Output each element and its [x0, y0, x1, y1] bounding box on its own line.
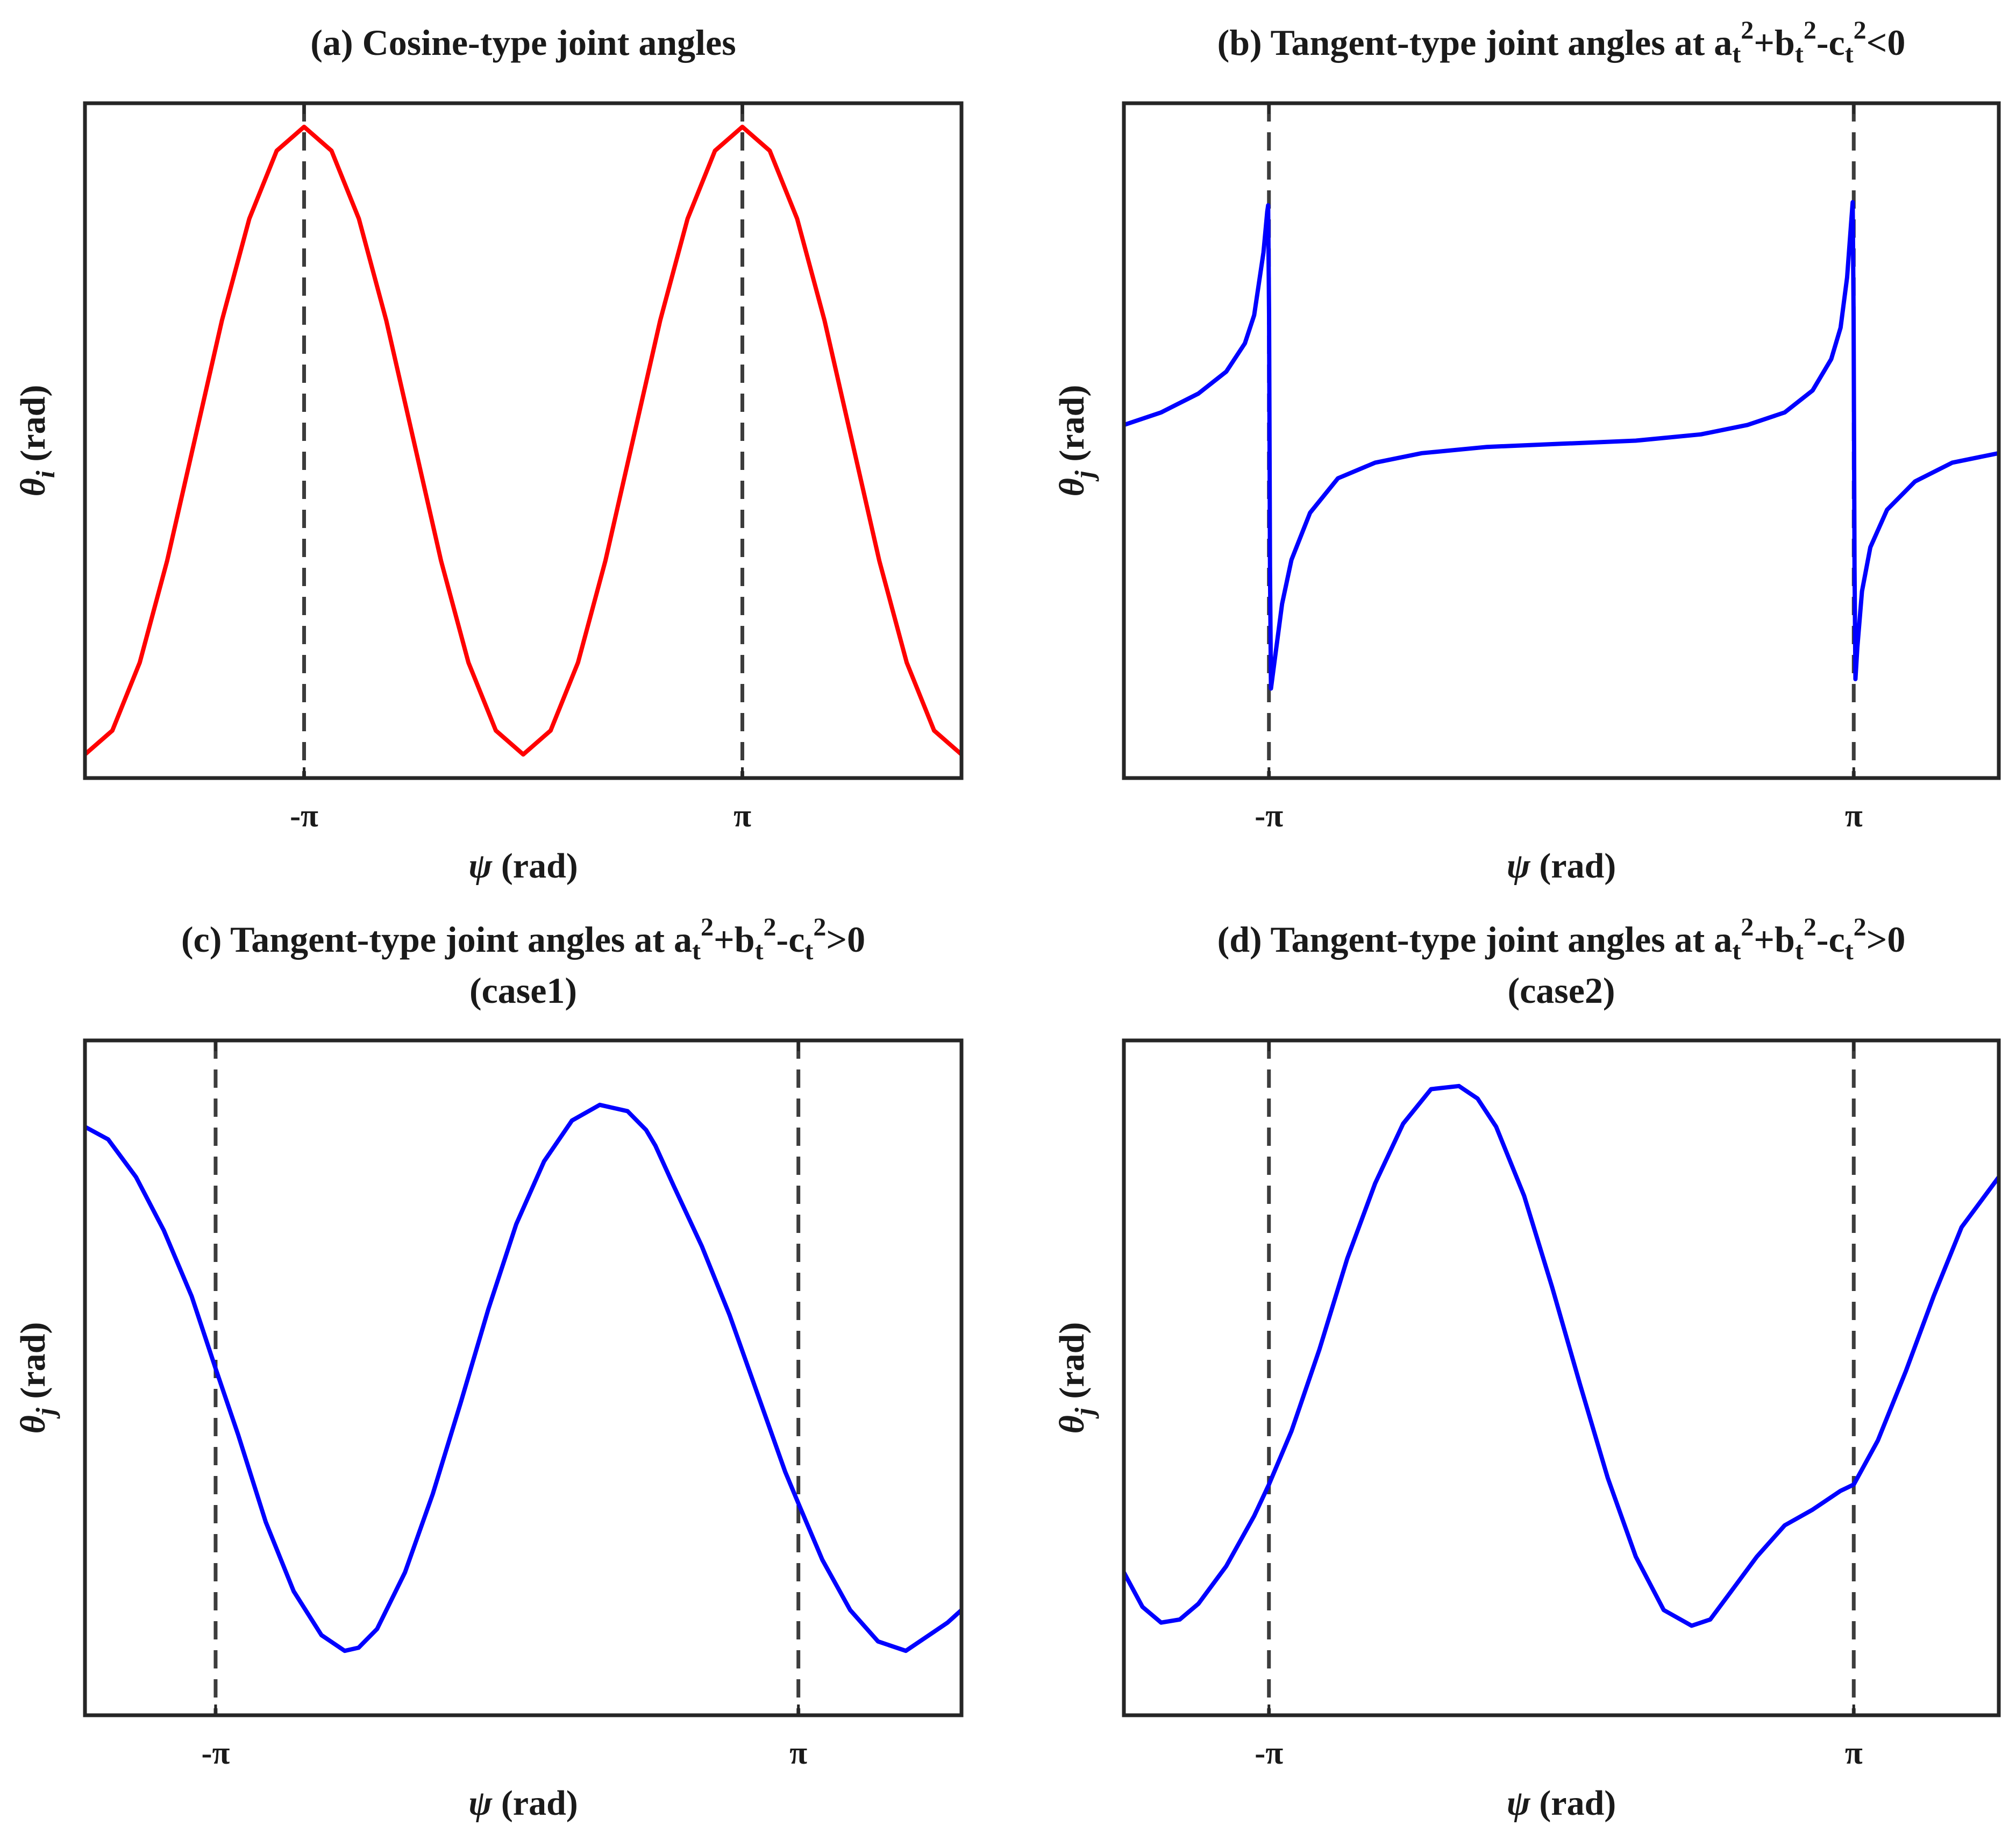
series-line-d	[1124, 1083, 1999, 1628]
x-axis-label: ψ (rad)	[1507, 1784, 1616, 1823]
title-subscript: t	[1795, 937, 1804, 965]
x-tick-label: π	[1845, 798, 1863, 833]
title-subscript: t	[755, 937, 764, 965]
plot-frame	[1122, 1038, 2001, 1717]
x-tick-label: -π	[1255, 798, 1283, 833]
title-text: +b	[1754, 22, 1795, 63]
series-line-a	[85, 124, 961, 757]
x-axis-symbol: ψ	[1507, 846, 1531, 886]
y-axis-unit: (rad)	[1052, 385, 1092, 470]
y-axis-symbol: θ	[13, 478, 53, 496]
title-superscript: 2	[1804, 16, 1816, 45]
title-superscript: 2	[1741, 16, 1754, 45]
y-axis-label: θj (rad)	[1052, 385, 1099, 497]
y-axis-label: θi (rad)	[13, 385, 60, 497]
x-axis-unit: (rad)	[1530, 1784, 1616, 1823]
title-subscript: t	[1845, 40, 1854, 68]
y-axis-symbol: θ	[13, 1415, 53, 1434]
x-tick-label: π	[733, 798, 751, 833]
chart-title: (a) Cosine-type joint angles	[310, 22, 736, 63]
title-text: -c	[1816, 919, 1845, 960]
y-axis-unit: (rad)	[13, 385, 53, 470]
panel-d: -π πψ (rad)θj (rad)(d) Tangent-type joint…	[1052, 913, 2001, 1823]
chart-title: (b) Tangent-type joint angles at at2+bt2…	[1217, 16, 1906, 68]
title-subscript: t	[804, 937, 813, 965]
panel-c: -π πψ (rad)θj (rad)(c) Tangent-type joint…	[13, 913, 964, 1823]
title-main: (c) Tangent-type joint angles at a	[181, 919, 692, 960]
x-tick-label: π	[1845, 1735, 1863, 1771]
series-line-c	[85, 1102, 961, 1653]
x-axis-label: ψ (rad)	[1507, 846, 1616, 886]
title-superscript: 2	[813, 913, 826, 942]
x-axis-label: ψ (rad)	[468, 846, 578, 886]
y-axis-label: θj (rad)	[1052, 1322, 1099, 1434]
title-text: +b	[1754, 919, 1795, 960]
chart-title-line2: (case2)	[1507, 970, 1615, 1011]
title-text: >0	[1867, 919, 1906, 960]
y-axis-subscript: i	[30, 470, 60, 478]
chart-title: (c) Tangent-type joint angles at at2+bt2…	[181, 913, 865, 965]
panel-a: -π πψ (rad)θi (rad)(a) Cosine-type joint …	[13, 22, 964, 886]
title-main: (b) Tangent-type joint angles at a	[1217, 22, 1733, 63]
title-superscript: 2	[1804, 913, 1816, 942]
x-tick-label: -π	[202, 1735, 230, 1771]
x-tick-label: π	[789, 1735, 807, 1771]
title-text: >0	[826, 919, 865, 960]
x-axis-symbol: ψ	[1507, 1784, 1531, 1823]
title-subscript: t	[1732, 937, 1741, 965]
title-subscript: t	[1732, 40, 1741, 68]
title-superscript: 2	[1854, 16, 1867, 45]
chart-title-line2: (case1)	[469, 970, 577, 1011]
plot-frame	[1122, 101, 2001, 780]
title-subscript: t	[692, 937, 701, 965]
panel-b: -π πψ (rad)θj (rad)(b) Tangent-type joint…	[1052, 16, 2001, 886]
title-superscript: 2	[701, 913, 714, 942]
title-main: (a) Cosine-type joint angles	[310, 22, 736, 63]
chart-title: (d) Tangent-type joint angles at at2+bt2…	[1217, 913, 1906, 965]
title-main: (d) Tangent-type joint angles at a	[1217, 919, 1733, 960]
x-axis-symbol: ψ	[468, 846, 493, 886]
x-axis-label: ψ (rad)	[468, 1784, 578, 1823]
title-superscript: 2	[1741, 913, 1754, 942]
plot-frame	[83, 1038, 964, 1717]
x-axis-unit: (rad)	[492, 1784, 578, 1823]
title-text: <0	[1867, 22, 1906, 63]
plot-frame	[83, 101, 964, 780]
panels: -π πψ (rad)θi (rad)(a) Cosine-type joint …	[13, 16, 2001, 1823]
x-tick-label: -π	[1255, 1735, 1283, 1771]
title-superscript: 2	[1854, 913, 1867, 942]
x-tick-label: -π	[290, 798, 318, 833]
y-axis-symbol: θ	[1052, 478, 1092, 496]
y-axis-label: θj (rad)	[13, 1322, 60, 1434]
title-subscript: t	[1795, 40, 1804, 68]
x-axis-unit: (rad)	[1530, 846, 1616, 886]
title-text: -c	[777, 919, 805, 960]
title-subscript: t	[1845, 937, 1854, 965]
x-axis-unit: (rad)	[492, 846, 578, 886]
y-axis-unit: (rad)	[1052, 1322, 1092, 1408]
title-text: +b	[714, 919, 755, 960]
series-line-b	[1124, 200, 1999, 691]
y-axis-unit: (rad)	[13, 1322, 53, 1408]
y-axis-symbol: θ	[1052, 1415, 1092, 1434]
title-text: -c	[1816, 22, 1845, 63]
x-axis-symbol: ψ	[468, 1784, 493, 1823]
title-superscript: 2	[764, 913, 777, 942]
